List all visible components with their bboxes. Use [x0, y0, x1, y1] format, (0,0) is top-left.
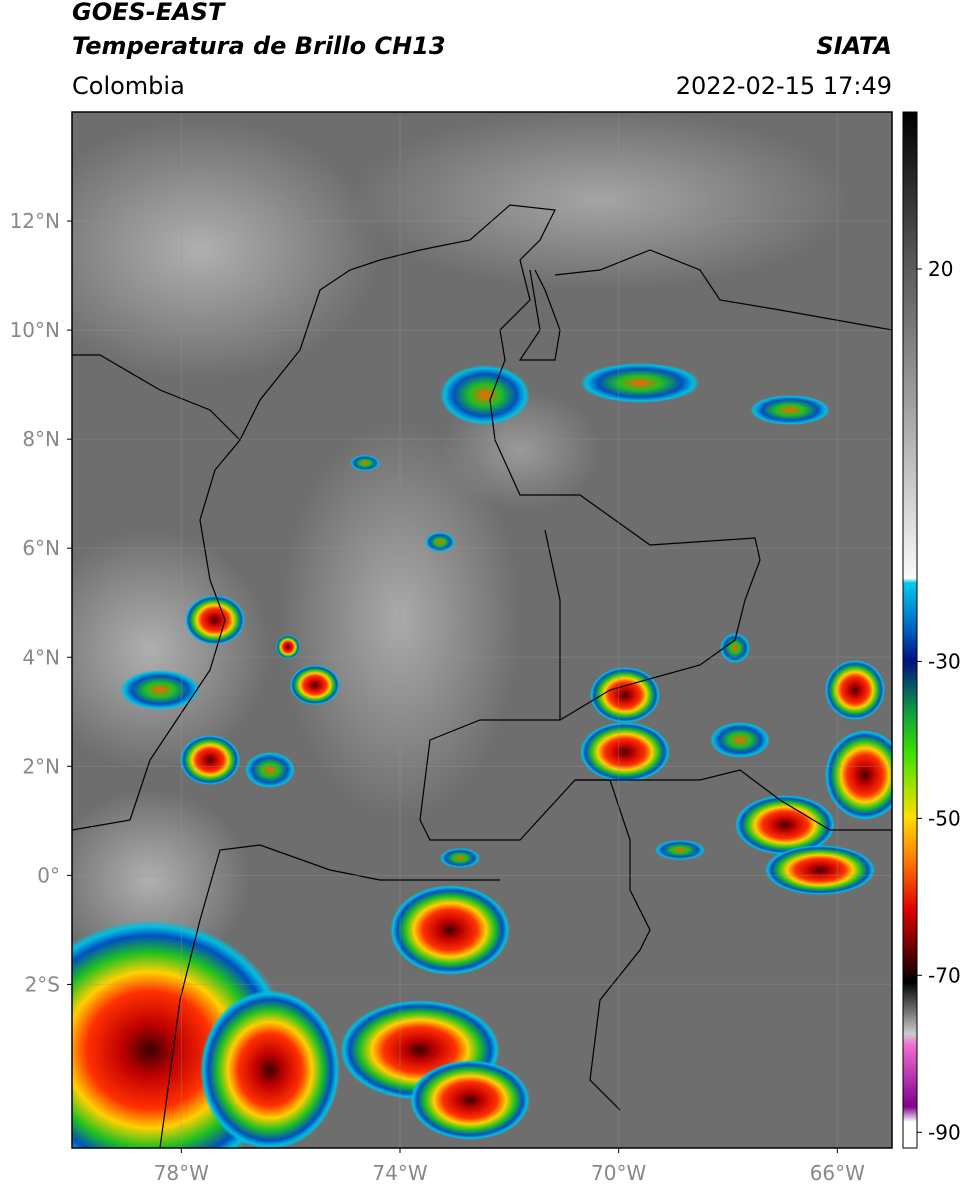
source: SIATA: [816, 32, 892, 60]
lon-tick-label: 70°W: [591, 1161, 646, 1185]
colorbar-tick-label: -70: [928, 963, 961, 987]
lat-tick-label: 4°N: [22, 645, 60, 669]
lon-tick-label: 78°W: [154, 1161, 209, 1185]
graticule: [72, 112, 892, 1148]
colorbar-tick-label: -30: [928, 649, 961, 673]
datetime: 2022-02-15 17:49: [676, 72, 892, 100]
title-line1: GOES-EAST: [72, 0, 226, 26]
lon-tick-label: 66°W: [810, 1161, 865, 1185]
colorbar-ticks: 20 -30 -50 -70 -90: [917, 257, 961, 1144]
satellite-image: [72, 112, 892, 1148]
colorbar-tick-label: 20: [928, 257, 953, 281]
lat-tick-label: 2°N: [22, 754, 60, 778]
region: Colombia: [72, 72, 185, 100]
lat-tick-label: 2°S: [25, 972, 60, 996]
lat-tick-label: 10°N: [10, 318, 60, 342]
lon-tick-label: 74°W: [372, 1161, 427, 1185]
lat-tick-label: 6°N: [22, 536, 60, 560]
colorbar-tick-label: -90: [928, 1120, 961, 1144]
lat-tick-label: 12°N: [10, 209, 60, 233]
map-frame: [71, 111, 893, 1149]
lat-tick-label: 8°N: [22, 427, 60, 451]
colorbar: [902, 111, 918, 1149]
lat-tick-label: 0°: [37, 863, 60, 887]
title-line2: Temperatura de Brillo CH13: [72, 32, 446, 60]
colorbar-tick-label: -50: [928, 806, 961, 830]
